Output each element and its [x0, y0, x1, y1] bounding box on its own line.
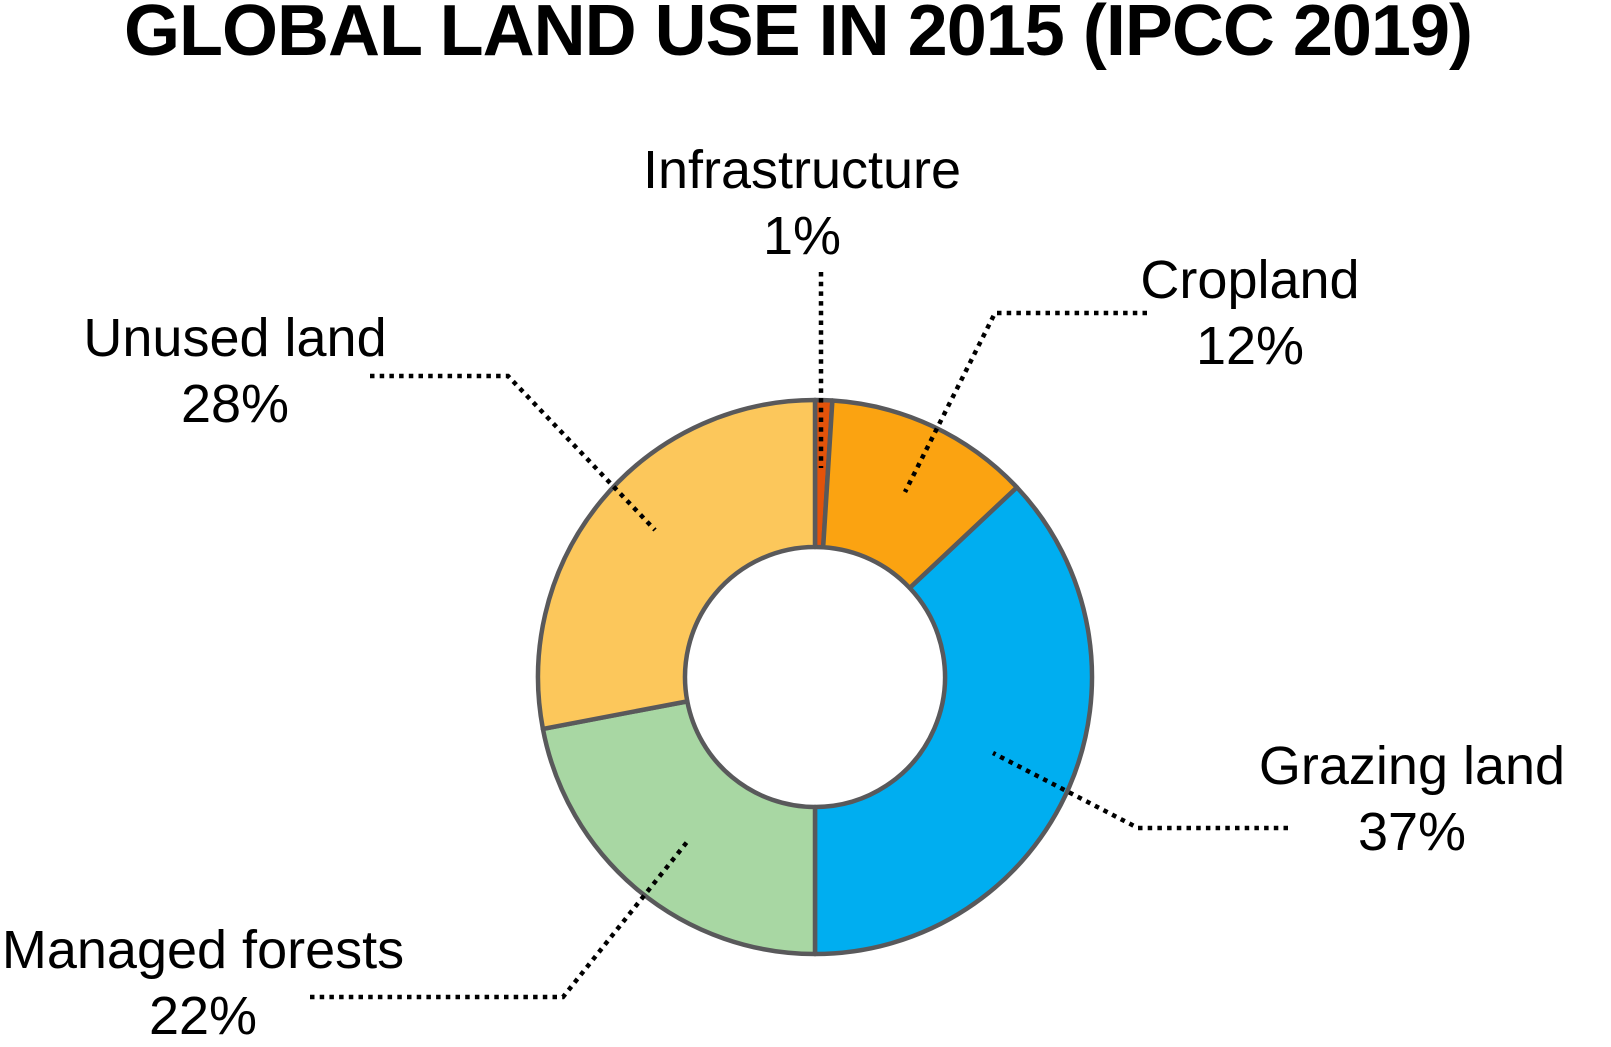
label-cropland: Cropland 12%	[1140, 247, 1359, 379]
label-unused-land-pct: 28%	[180, 374, 290, 434]
label-managed-forests: Managed forests 22%	[2, 917, 404, 1047]
label-unused-land-name: Unused land	[83, 308, 387, 368]
leader-line-unused-land	[370, 373, 657, 532]
label-infrastructure: Infrastructure 1%	[643, 137, 961, 269]
leader-line-grazing-land	[991, 751, 1288, 831]
label-grazing-land-pct: 37%	[1357, 802, 1467, 862]
leader-line-cropland	[902, 310, 1147, 494]
label-grazing-land: Grazing land 37%	[1259, 733, 1565, 865]
wedge-cropland	[820, 398, 1020, 591]
leader-line-managed-forests	[310, 840, 689, 1000]
wedge-unused-land	[535, 397, 818, 732]
label-cropland-pct: 12%	[1195, 316, 1305, 376]
label-managed-forests-pct: 22%	[148, 986, 258, 1046]
label-managed-forests-name: Managed forests	[1, 920, 405, 980]
label-grazing-land-name: Grazing land	[1258, 736, 1566, 796]
chart-title: GLOBAL LAND USE IN 2015 (IPCC 2019)	[123, 0, 1473, 71]
wedge-grazing-land	[812, 485, 1095, 957]
label-cropland-name: Cropland	[1140, 250, 1360, 310]
wedge-managed-forests	[540, 699, 818, 957]
label-unused-land: Unused land 28%	[83, 305, 386, 437]
label-infrastructure-pct: 1%	[762, 206, 842, 266]
label-infrastructure-name: Infrastructure	[642, 140, 962, 200]
